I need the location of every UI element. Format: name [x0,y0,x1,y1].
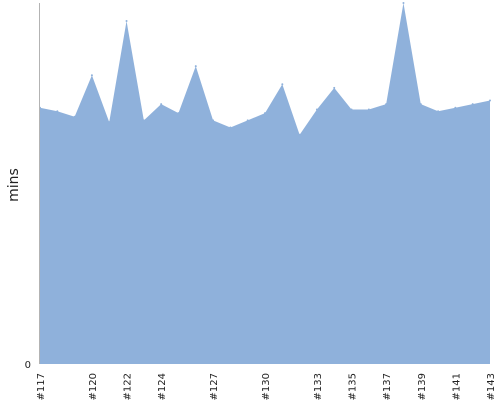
data-point [350,108,353,111]
x-tick-label: #127 [209,373,220,400]
data-point [471,103,474,106]
data-point [90,74,93,77]
y-axis-label: mins [6,168,22,202]
data-point [108,121,111,124]
x-tick-label: #117 [36,373,47,400]
data-point [402,2,405,4]
data-point [56,110,59,113]
x-tick-label: #120 [88,373,99,400]
x-tick-label: #141 [451,373,462,400]
data-point [419,103,422,106]
x-tick-label: #135 [348,373,359,400]
data-point [177,112,180,115]
data-point [142,119,145,122]
series-area [40,3,490,364]
x-tick-label: #124 [157,373,168,400]
data-point [489,99,491,102]
data-point [229,126,232,129]
data-point [315,108,318,111]
x-tick-label: #122 [123,373,134,400]
data-point [264,112,266,115]
data-point [437,110,440,113]
x-tick-label: #130 [261,373,272,400]
data-point [298,133,301,136]
plot-area [39,2,491,364]
data-point [212,119,215,122]
x-tick-label: #139 [417,373,428,400]
data-point [367,108,370,111]
x-tick-label: #133 [313,373,324,400]
data-point [454,106,457,109]
data-point [385,103,388,106]
x-tick-label: #137 [382,373,393,400]
data-point [194,65,197,68]
data-point [333,86,336,89]
data-point [281,83,284,86]
data-point [125,20,128,23]
y-tick-label: 0 [25,360,31,371]
data-point [160,103,163,106]
x-tick-label: #143 [486,373,497,400]
data-point [246,119,249,122]
data-point [73,115,76,118]
x-tick-labels: #117 #120 #122 #124 #127 #130 #133 #135 #137 #139… [36,373,497,400]
